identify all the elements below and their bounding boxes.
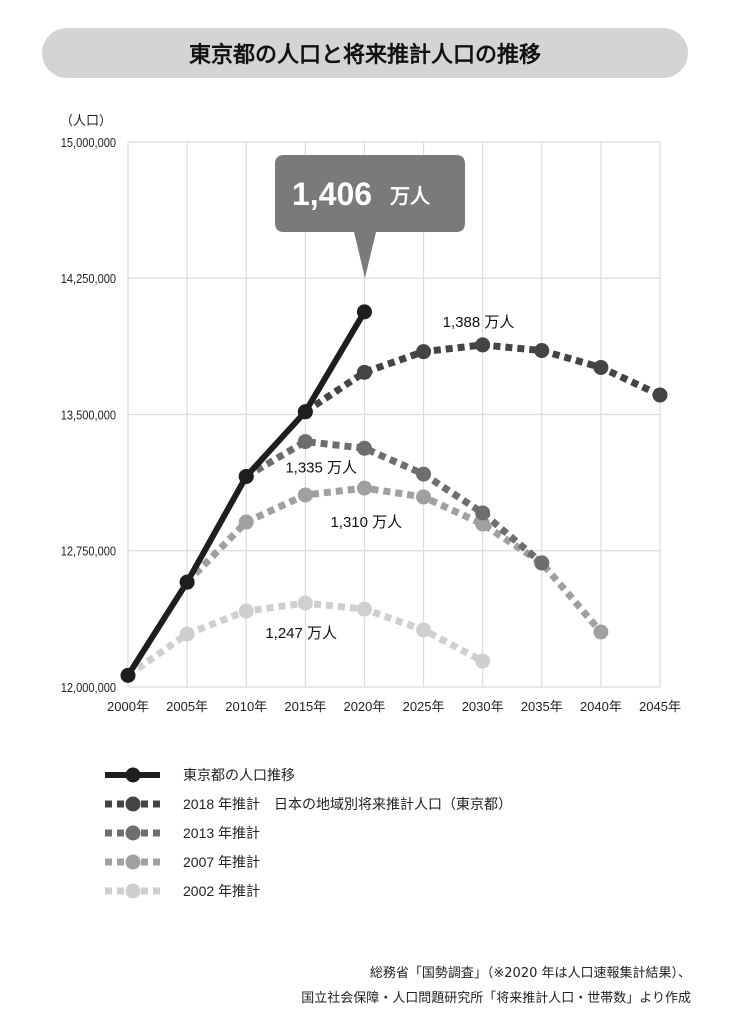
x-tick-label: 2045年 xyxy=(639,699,681,714)
data-point xyxy=(356,480,372,496)
x-tick-label: 2020年 xyxy=(343,699,385,714)
data-point xyxy=(120,667,136,683)
data-point xyxy=(238,514,254,530)
y-tick-label: 12,750,000 xyxy=(61,544,116,559)
data-label: 1,335 万人 xyxy=(285,460,357,477)
data-point xyxy=(297,434,313,450)
legend-marker xyxy=(125,883,141,899)
data-point xyxy=(416,344,432,360)
legend-label: 2013 年推計 xyxy=(183,825,260,841)
data-point xyxy=(356,601,372,617)
data-point xyxy=(297,595,313,611)
x-tick-label: 2010年 xyxy=(225,699,267,714)
data-point xyxy=(297,487,313,503)
data-point xyxy=(416,622,432,638)
data-point xyxy=(238,603,254,619)
data-point xyxy=(534,555,550,571)
legend-label: 2007 年推計 xyxy=(183,854,260,870)
data-point xyxy=(356,440,372,456)
x-tick-label: 2030年 xyxy=(462,699,504,714)
data-point xyxy=(416,466,432,482)
legend-marker xyxy=(125,767,141,783)
series-line-2 xyxy=(244,438,545,566)
data-point xyxy=(179,626,195,642)
data-label: 1,247 万人 xyxy=(265,625,337,642)
data-point xyxy=(356,304,372,320)
y-tick-label: 12,000,000 xyxy=(61,680,116,695)
data-point xyxy=(475,653,491,669)
data-point xyxy=(593,359,609,375)
data-point xyxy=(593,624,609,640)
data-point xyxy=(534,343,550,359)
x-tick-label: 2040年 xyxy=(580,699,622,714)
data-point xyxy=(238,468,254,484)
x-tick-label: 2015年 xyxy=(284,699,326,714)
x-tick-label: 2000年 xyxy=(107,699,149,714)
data-point xyxy=(297,404,313,420)
y-tick-label: 13,500,000 xyxy=(61,408,116,423)
y-tick-label: 14,250,000 xyxy=(61,271,116,286)
callout-number: 1,406 xyxy=(292,176,372,212)
data-point xyxy=(179,574,195,590)
x-tick-label: 2025年 xyxy=(403,699,445,714)
legend-label: 2002 年推計 xyxy=(183,883,260,899)
data-label: 1,388 万人 xyxy=(443,314,515,331)
y-axis-label: （人口） xyxy=(60,113,112,128)
data-label: 1,310 万人 xyxy=(330,514,402,531)
chart-title: 東京都の人口と将来推計人口の推移 xyxy=(42,28,688,78)
legend-marker xyxy=(125,854,141,870)
callout-box xyxy=(275,155,465,278)
footnote-line-1: 総務省「国勢調査」（※2020 年は人口速報集計結果）、 xyxy=(369,966,691,981)
x-tick-label: 2005年 xyxy=(166,699,208,714)
legend-label: 東京都の人口推移 xyxy=(183,767,295,783)
data-point xyxy=(652,387,668,403)
y-tick-label: 15,000,000 xyxy=(61,135,116,150)
legend-marker xyxy=(125,796,141,812)
data-point xyxy=(356,364,372,380)
legend-marker xyxy=(125,825,141,841)
data-point xyxy=(416,489,432,505)
x-tick-label: 2035年 xyxy=(521,699,563,714)
footnote-line-2: 国立社会保障・人口問題研究所「将来推計人口・世帯数」より作成 xyxy=(301,991,691,1006)
data-point xyxy=(475,505,491,521)
callout-unit: 万人 xyxy=(389,185,431,208)
legend-label: 2018 年推計 日本の地域別将来推計人口（東京都） xyxy=(183,796,512,812)
data-point xyxy=(475,337,491,353)
